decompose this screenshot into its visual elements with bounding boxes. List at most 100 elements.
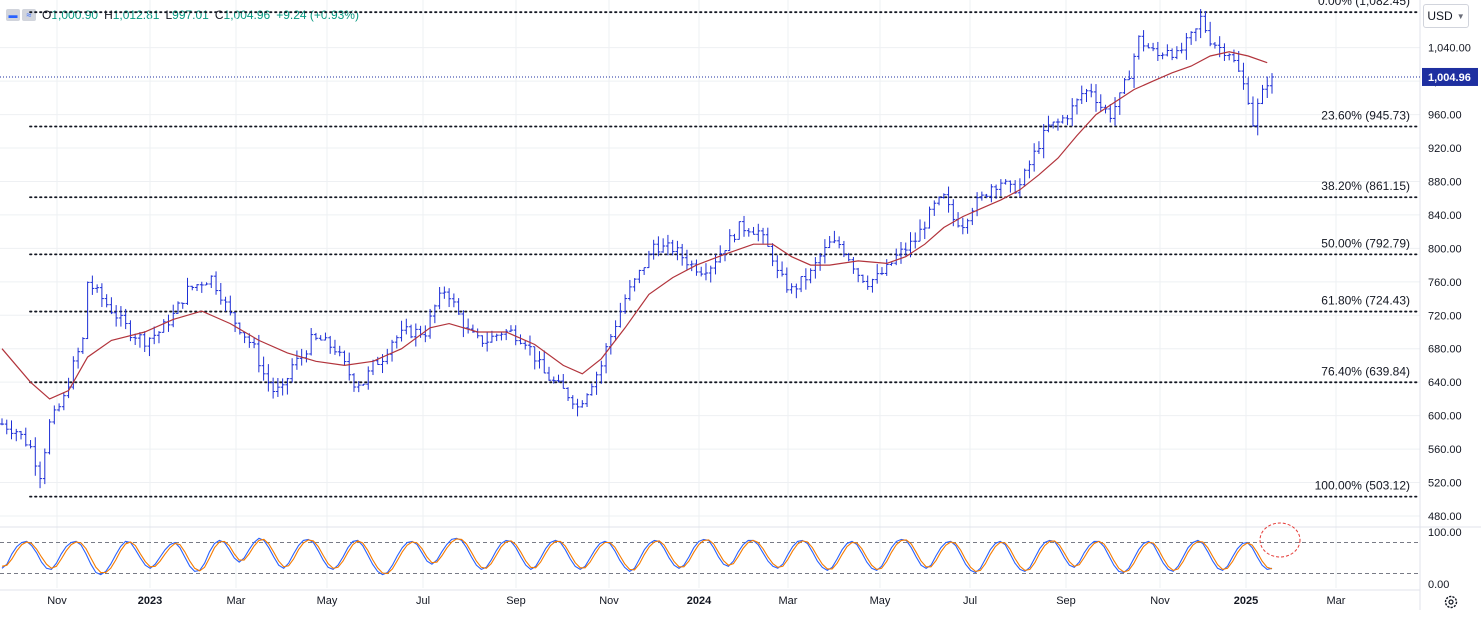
- price-bar: [375, 356, 380, 365]
- price-bar: [523, 340, 528, 350]
- price-bar: [1046, 115, 1051, 133]
- price-bar: [561, 373, 566, 389]
- price-bar: [461, 310, 466, 338]
- price-bar: [1098, 94, 1103, 112]
- price-bar: [33, 437, 38, 476]
- price-bar: [175, 301, 180, 314]
- price-bar: [428, 308, 433, 339]
- price-tick-label: 960.00: [1428, 110, 1462, 122]
- price-bar: [1027, 160, 1032, 179]
- price-bar: [846, 252, 851, 262]
- legend-toggle-group[interactable]: ▬ ≈: [6, 9, 36, 21]
- stochastic-panel: 100.00 0.00: [0, 522, 1462, 591]
- price-bar: [114, 305, 119, 327]
- stoch-tick-label: 0.00: [1428, 579, 1449, 591]
- price-bar: [294, 350, 299, 370]
- time-tick-label: Mar: [1327, 595, 1346, 607]
- price-bar: [4, 419, 9, 435]
- price-bar: [1065, 114, 1070, 126]
- price-bar: [570, 395, 575, 410]
- price-bar: [304, 350, 309, 363]
- price-bar: [865, 275, 870, 290]
- price-bar: [404, 318, 409, 335]
- price-bar: [1250, 96, 1255, 127]
- price-bar: [998, 179, 1003, 196]
- price-tick-label: 520.00: [1428, 478, 1462, 490]
- price-bar: [604, 343, 609, 374]
- price-bar: [423, 325, 428, 343]
- price-bar: [1198, 9, 1203, 39]
- price-bar: [195, 284, 200, 292]
- price-bar: [480, 335, 485, 347]
- price-bar: [979, 191, 984, 201]
- fib-label: 0.00% (1,082.45): [1318, 0, 1410, 8]
- price-bar: [566, 387, 571, 401]
- price-bar: [233, 311, 238, 333]
- time-tick-label: 2024: [687, 595, 712, 607]
- time-tick-label: Nov: [47, 595, 67, 607]
- price-bar: [642, 267, 647, 275]
- price-bar: [109, 297, 114, 315]
- price-bar: [1179, 42, 1184, 54]
- price-bar: [1022, 168, 1027, 187]
- time-tick-label: May: [317, 595, 338, 607]
- time-tick-label: Nov: [1150, 595, 1170, 607]
- price-bar: [941, 193, 946, 199]
- price-bar: [1231, 49, 1236, 63]
- price-tick-label: 480.00: [1428, 511, 1462, 523]
- fibonacci-labels: 0.00% (1,082.45) 23.60% (945.73) 38.20% (8…: [1315, 0, 1410, 493]
- price-bar: [1189, 31, 1194, 45]
- price-bar: [894, 248, 899, 266]
- price-bar: [537, 351, 542, 369]
- price-bar: [394, 335, 399, 349]
- price-bar: [1227, 53, 1232, 61]
- price-bar: [19, 430, 24, 440]
- price-bar: [832, 230, 837, 244]
- price-bar: [860, 274, 865, 284]
- price-bar: [1260, 84, 1265, 105]
- price-bar: [123, 308, 128, 330]
- fib-label: 50.00% (792.79): [1321, 236, 1410, 250]
- price-bar: [699, 266, 704, 277]
- price-bar: [1246, 77, 1251, 105]
- price-bar: [870, 278, 875, 293]
- price-bar: [551, 376, 556, 384]
- price-bar: [38, 461, 43, 489]
- stoch-d-line: [1, 538, 1273, 575]
- price-bar: [841, 240, 846, 258]
- price-bar: [794, 283, 799, 299]
- price-bar: [751, 226, 756, 235]
- price-bar: [922, 221, 927, 240]
- price-bar: [756, 223, 761, 242]
- price-bar: [80, 337, 85, 354]
- moving-average-line: [1, 51, 1268, 400]
- price-bar: [975, 192, 980, 217]
- price-bar: [542, 350, 547, 374]
- gear-icon[interactable]: [1443, 594, 1459, 610]
- price-bar: [970, 207, 975, 226]
- price-bar: [879, 267, 884, 276]
- compare-icon[interactable]: ≈: [22, 9, 36, 21]
- price-bar: [918, 219, 923, 242]
- price-bar: [1008, 180, 1013, 193]
- price-bar: [556, 374, 561, 383]
- price-bar: [337, 345, 342, 357]
- price-bar: [903, 242, 908, 256]
- price-bar: [1241, 62, 1246, 90]
- price-bar: [508, 325, 513, 333]
- price-bar: [808, 268, 813, 284]
- price-bar: [104, 294, 109, 308]
- currency-selector[interactable]: USD ▼: [1423, 4, 1469, 28]
- price-bar: [247, 333, 252, 348]
- hide-series-icon[interactable]: ▬: [6, 9, 20, 21]
- price-bar: [680, 243, 685, 266]
- price-bar: [1055, 118, 1060, 131]
- price-bar: [252, 337, 257, 349]
- price-bar: [199, 281, 204, 293]
- price-bar: [623, 294, 628, 314]
- price-bar: [133, 333, 138, 345]
- time-tick-label: May: [870, 595, 891, 607]
- price-bar: [347, 352, 352, 381]
